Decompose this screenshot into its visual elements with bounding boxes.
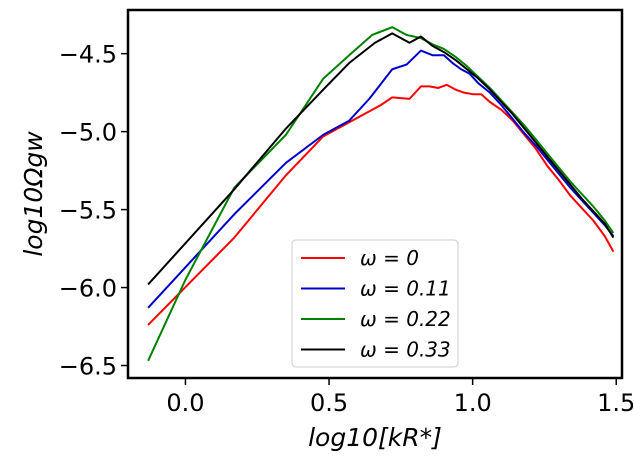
y-tick-label: −4.5 xyxy=(59,41,117,69)
legend: ω = 0 ω = 0.11 ω = 0.22 ω = 0.33 xyxy=(291,239,459,368)
ticks-layer: 0.0 0.5 1.0 1.5 −6.5 −6.0 −5.5 −5.0 −4.5 xyxy=(59,41,634,417)
legend-entries: ω = 0 ω = 0.11 ω = 0.22 ω = 0.33 xyxy=(301,246,451,362)
legend-box xyxy=(291,239,459,368)
y-tick-label: −6.0 xyxy=(59,275,117,303)
legend-label-0: ω = 0 xyxy=(360,246,419,270)
y-tick-label: −5.0 xyxy=(59,119,117,147)
x-axis-label: log10[kR*] xyxy=(308,423,442,452)
series-layer xyxy=(147,26,615,362)
legend-label-3: ω = 0.33 xyxy=(360,338,451,362)
plot-frame xyxy=(126,8,624,380)
series-line-0 xyxy=(147,83,615,326)
x-tick-label: 1.5 xyxy=(597,389,634,417)
y-tick-label: −5.5 xyxy=(59,197,117,225)
series-line-2 xyxy=(147,26,615,362)
series-line-1 xyxy=(147,49,615,309)
legend-label-2: ω = 0.22 xyxy=(360,307,451,331)
legend-label-1: ω = 0.11 xyxy=(360,277,451,301)
x-tick-label: 1.0 xyxy=(454,389,492,417)
x-tick-label: 0.0 xyxy=(166,389,204,417)
series-line-3 xyxy=(147,32,615,286)
y-axis-label: log10Ωgw xyxy=(19,131,48,257)
x-tick-label: 0.5 xyxy=(310,389,348,417)
y-tick-label: −6.5 xyxy=(59,353,117,381)
